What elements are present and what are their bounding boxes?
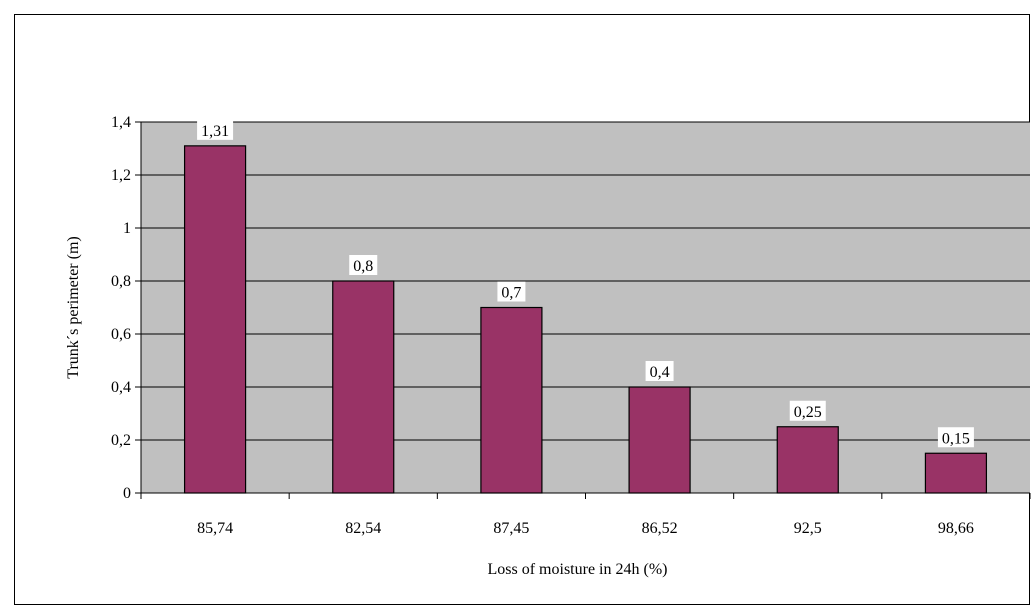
bars: [183, 145, 988, 494]
data-label-background: [349, 255, 378, 275]
data-label: 0,8: [353, 258, 373, 275]
data-label: 0,25: [794, 404, 822, 421]
y-tick-label: 0: [123, 485, 131, 502]
y-tick-label: 1: [123, 220, 131, 237]
y-tick-label: 1,4: [111, 114, 131, 131]
x-tick-label: 86,52: [642, 520, 678, 537]
x-tick-label: 92,5: [794, 520, 822, 537]
bar: [332, 280, 395, 494]
data-label-background: [197, 119, 234, 140]
y-tick-label: 0,2: [111, 432, 131, 449]
y-tick-label: 0,8: [111, 273, 131, 290]
plot-area: [141, 122, 1030, 493]
x-tick-label: 98,66: [938, 520, 974, 537]
y-axis: 0 0,2 0,4 0,6 0,8 1 1,2 1,4: [111, 114, 142, 502]
x-axis: 85,74 82,54 87,45 86,52 92,5 98,66: [140, 492, 1031, 537]
y-tick-label: 0,4: [111, 379, 131, 396]
y-axis-title: Trunk´s perimeter (m): [65, 236, 82, 379]
x-tick-label: 85,74: [197, 520, 233, 537]
data-label: 0,7: [501, 285, 521, 302]
data-label: 0,4: [650, 364, 670, 381]
data-label: 0,15: [942, 430, 970, 447]
bar: [183, 145, 247, 494]
data-label-background: [937, 427, 974, 448]
bar: [776, 426, 839, 494]
data-labels: 1,31 0,8 0,7 0,4 0,25 0,15: [197, 119, 974, 448]
y-tick-label: 0,6: [111, 326, 131, 343]
bar: [628, 386, 691, 494]
gridlines: [141, 121, 1030, 441]
data-label: 1,31: [201, 123, 229, 140]
bar: [480, 306, 543, 494]
data-label-background: [645, 361, 674, 381]
y-tick-label: 1,2: [111, 167, 131, 184]
x-axis-title: Loss of moisture in 24h (%): [488, 561, 668, 578]
data-label-background: [497, 281, 526, 302]
x-tick-label: 87,45: [493, 520, 529, 537]
x-tick-label: 82,54: [345, 520, 381, 537]
data-label-background: [789, 400, 826, 421]
bar: [924, 452, 988, 494]
